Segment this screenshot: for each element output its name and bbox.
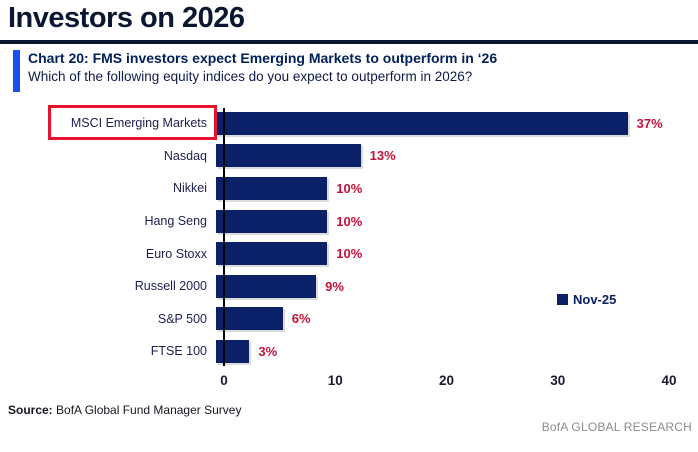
bar-row: Hang Seng 10%	[0, 205, 698, 238]
bar-value-label: 6%	[291, 311, 311, 327]
category-label: Hang Seng	[144, 214, 207, 229]
bar	[216, 144, 361, 168]
page-title: Investors on 2026	[8, 2, 245, 34]
bar-row: Nasdaq 13%	[0, 140, 698, 173]
bar-value-label: 37%	[636, 115, 663, 131]
category-label: Russell 2000	[134, 279, 207, 294]
bar	[216, 111, 628, 135]
bar-row: S&P 500 6%	[0, 303, 698, 336]
category-label: FTSE 100	[150, 344, 207, 359]
source-label: Source:	[8, 403, 53, 417]
accent-bar	[13, 50, 20, 92]
bar-cell: 10%	[216, 237, 698, 270]
y-axis-line	[223, 108, 225, 366]
bar-cell: 9%	[216, 270, 698, 303]
bar	[216, 339, 250, 363]
bar-rows: MSCI Emerging Markets 37% Nasdaq 13% Nikkei 1…	[0, 107, 698, 368]
bar-cell: 3%	[216, 335, 698, 368]
bar-row: Nikkei 10%	[0, 172, 698, 205]
bar-row: FTSE 100 3%	[0, 335, 698, 368]
source-text: BofA Global Fund Manager Survey	[52, 403, 242, 417]
source-line: Source: BofA Global Fund Manager Survey	[8, 403, 241, 417]
legend: Nov-25	[557, 292, 616, 307]
bar-row: MSCI Emerging Markets 37%	[0, 107, 698, 140]
bar	[216, 209, 328, 233]
bar-cell: 6%	[216, 303, 698, 336]
category-label: S&P 500	[157, 311, 207, 326]
bar-value-label: 10%	[336, 180, 363, 196]
x-axis-ticks: 0 10 20 30 40	[0, 373, 698, 391]
branding-text: BofA GLOBAL RESEARCH	[541, 420, 692, 434]
x-tick-label: 10	[327, 373, 343, 388]
legend-swatch-icon	[557, 294, 568, 305]
category-label: Nasdaq	[163, 148, 207, 163]
bar-row: Russell 2000 9%	[0, 270, 698, 303]
bar-row: Euro Stoxx 10%	[0, 237, 698, 270]
category-label: Nikkei	[172, 181, 207, 196]
category-label: Euro Stoxx	[145, 246, 207, 261]
title-divider	[0, 40, 698, 44]
bar-value-label: 3%	[258, 343, 278, 359]
x-tick-label: 0	[220, 373, 228, 388]
bar-cell: 37%	[216, 107, 698, 140]
bar-value-label: 13%	[369, 148, 396, 164]
x-tick-label: 20	[438, 373, 455, 388]
bar	[216, 307, 283, 331]
chart-title: Chart 20: FMS investors expect Emerging …	[28, 50, 498, 66]
bar-cell: 10%	[216, 172, 698, 205]
legend-label: Nov-25	[573, 292, 617, 307]
category-label: MSCI Emerging Markets	[70, 116, 207, 131]
bar	[216, 274, 317, 298]
bar-value-label: 10%	[336, 246, 363, 262]
bar-value-label: 10%	[336, 213, 363, 229]
x-tick-label: 30	[550, 373, 566, 388]
bar	[216, 176, 328, 200]
chart-subtitle: Which of the following equity indices do…	[28, 69, 473, 84]
x-tick-label: 40	[661, 373, 677, 388]
highlight-box	[48, 105, 217, 140]
bar-cell: 13%	[216, 140, 698, 173]
bar-value-label: 9%	[325, 278, 344, 294]
bar	[216, 242, 328, 266]
bar-chart: MSCI Emerging Markets 37% Nasdaq 13% Nikkei 1…	[0, 107, 698, 368]
bar-cell: 10%	[216, 205, 698, 238]
